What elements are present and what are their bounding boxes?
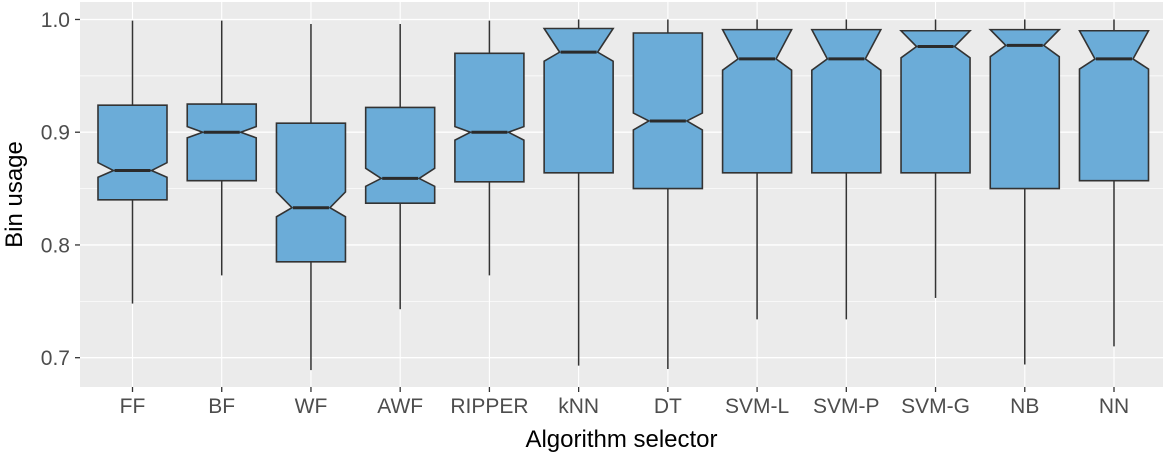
- notched-box: [542, 27, 615, 174]
- boxplot-SVM-P: [810, 19, 883, 320]
- x-tick-label: kNN: [558, 395, 599, 418]
- y-tick-label: 1.0: [41, 9, 70, 32]
- notched-box: [186, 103, 258, 182]
- boxplot-kNN: [542, 19, 615, 366]
- boxplot-WF: [275, 23, 347, 371]
- x-tick-label: SVM-L: [725, 395, 789, 418]
- boxplot-SVM-L: [721, 19, 793, 320]
- boxplot-RIPPER: [454, 20, 525, 276]
- x-tick-label: BF: [208, 395, 235, 418]
- notched-box: [810, 28, 883, 174]
- notched-box: [632, 32, 704, 190]
- notched-box: [97, 104, 168, 201]
- notched-box: [899, 29, 972, 174]
- x-tick-label: WF: [295, 395, 328, 418]
- x-tick-label: SVM-G: [901, 395, 970, 418]
- notched-box: [988, 28, 1062, 190]
- y-axis-title: Bin usage: [1, 141, 28, 248]
- boxplot-AWF: [364, 23, 436, 310]
- notched-box: [454, 52, 525, 183]
- y-tick-label: 0.8: [41, 234, 70, 257]
- x-tick-label: AWF: [377, 395, 423, 418]
- boxplot-BF: [186, 20, 258, 276]
- notched-box: [364, 106, 436, 205]
- y-tick-label: 0.7: [41, 347, 70, 370]
- x-tick-label: FF: [120, 395, 146, 418]
- boxplot-NB: [988, 19, 1062, 365]
- notched-box: [275, 122, 347, 263]
- plot-panel: [80, 2, 1163, 387]
- x-tick-label: DT: [654, 395, 682, 418]
- boxplot-SVM-G: [899, 19, 972, 298]
- notched-box: [721, 28, 793, 174]
- boxplot-FF: [97, 20, 168, 304]
- x-tick-label: RIPPER: [450, 395, 528, 418]
- y-tick-label: 0.9: [41, 122, 70, 145]
- x-tick-label: NN: [1099, 395, 1129, 418]
- notched-box: [1078, 29, 1150, 182]
- x-tick-label: SVM-P: [813, 395, 880, 418]
- x-tick-label: NB: [1010, 395, 1039, 418]
- boxplot-DT: [632, 19, 704, 369]
- boxplot-NN: [1078, 19, 1150, 347]
- x-axis-title: Algorithm selector: [525, 426, 717, 453]
